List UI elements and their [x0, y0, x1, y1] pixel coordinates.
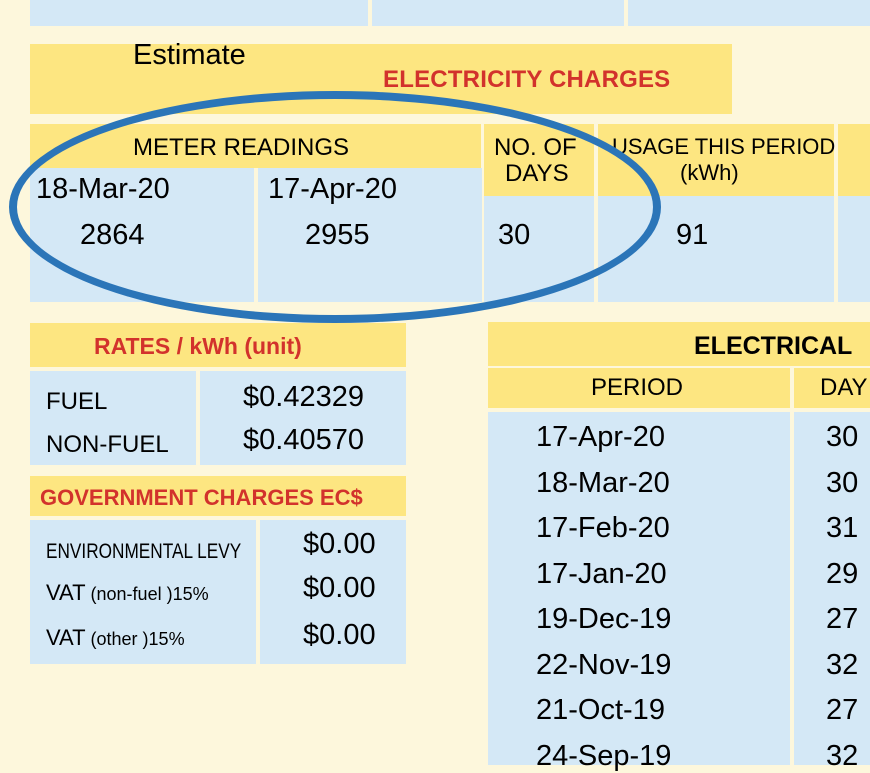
history-period-4: 19-Dec-19: [536, 603, 672, 635]
days-col-header: [794, 368, 870, 408]
history-period-0: 17-Apr-20: [536, 421, 665, 453]
estimate-circle-annotation: [9, 91, 661, 323]
estimate-annotation: Estimate: [133, 39, 246, 71]
history-days-0: 30: [826, 421, 859, 453]
top-strip-cell-3: [628, 0, 870, 26]
top-strip-cell-2: [372, 0, 624, 26]
next-col-cell: [838, 196, 870, 302]
gov-label-vat-nonfuel: VAT (non-fuel )15%: [46, 580, 209, 605]
history-days-6: 27: [826, 694, 859, 726]
rates-title: RATES / kWh (unit): [94, 333, 302, 359]
history-period-6: 21-Oct-19: [536, 694, 665, 726]
rate-value-nonfuel: $0.40570: [243, 424, 364, 456]
history-days-4: 27: [826, 603, 859, 635]
history-period-1: 18-Mar-20: [536, 466, 670, 499]
rate-value-fuel: $0.42329: [243, 381, 364, 413]
rates-label-cell: [30, 371, 196, 465]
period-header: [488, 368, 790, 408]
history-days-3: 29: [826, 557, 859, 590]
history-days-5: 32: [826, 648, 859, 681]
history-period-3: 17-Jan-20: [536, 557, 667, 590]
usage-value: 91: [676, 219, 709, 251]
electricity-charges-title: ELECTRICITY CHARGES: [383, 66, 671, 93]
government-charges-header: [30, 476, 406, 516]
history-period-2: 17-Feb-20: [536, 512, 670, 544]
days-col-header-label: DAY: [820, 374, 868, 401]
history-period-5: 22-Nov-19: [536, 648, 672, 681]
rate-label-fuel: FUEL: [46, 388, 108, 415]
rate-label-nonfuel: NON-FUEL: [46, 431, 169, 458]
electrical-history-header: [488, 322, 870, 366]
period-column: [488, 412, 790, 765]
gov-label-cell: [30, 520, 256, 664]
history-days-1: 30: [826, 466, 859, 499]
usage-label-1: USAGE THIS PERIOD: [612, 134, 836, 159]
usage-label-2: (kWh): [680, 160, 739, 185]
top-strip-cell-1: [30, 0, 368, 26]
next-col-header: [838, 124, 870, 196]
history-period-7: 24-Sep-19: [536, 739, 672, 772]
government-charges-title: GOVERNMENT CHARGES EC$: [40, 485, 363, 510]
period-header-label: PERIOD: [591, 374, 684, 401]
history-days-7: 32: [826, 739, 859, 772]
rates-header: [30, 323, 406, 367]
gov-value-vat-nonfuel: $0.00: [303, 572, 376, 604]
gov-value-cell: [260, 520, 406, 664]
gov-label-env-levy: ENVIRONMENTAL LEVY: [46, 540, 242, 563]
electrical-history-title: ELECTRICAL: [694, 332, 853, 360]
gov-value-env-levy: $0.00: [303, 528, 376, 560]
gov-label-vat-other: VAT (other )15%: [46, 625, 185, 650]
days-column: [794, 412, 870, 765]
history-days-2: 31: [826, 512, 859, 544]
gov-value-vat-other: $0.00: [303, 619, 376, 651]
rates-value-cell: [200, 371, 406, 465]
